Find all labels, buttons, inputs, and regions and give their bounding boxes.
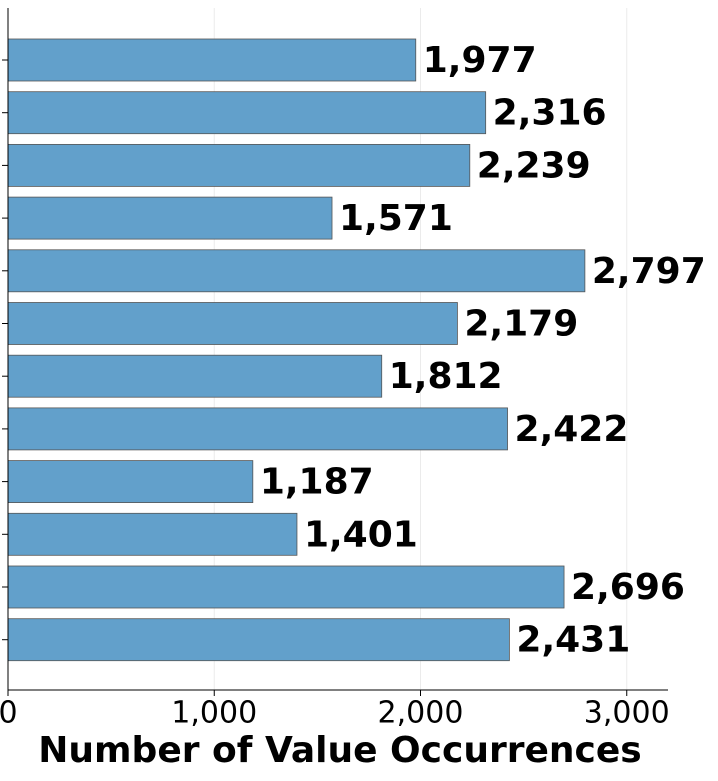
x-axis-label: Number of Value Occurrences bbox=[38, 730, 641, 771]
bar bbox=[7, 460, 254, 504]
value-label: 1,401 bbox=[304, 514, 418, 555]
value-label: 2,316 bbox=[493, 93, 607, 134]
value-label: 2,179 bbox=[464, 304, 578, 345]
x-tick-label: 1,000 bbox=[171, 696, 257, 731]
value-label: 2,797 bbox=[592, 251, 706, 292]
value-label: 2,696 bbox=[571, 567, 685, 608]
bar bbox=[7, 196, 333, 240]
value-label: 1,187 bbox=[260, 462, 374, 503]
value-label: 1,571 bbox=[339, 198, 453, 239]
x-tick-label: 0 bbox=[0, 696, 18, 731]
bar bbox=[7, 91, 487, 135]
bar bbox=[7, 565, 565, 609]
bar bbox=[7, 512, 298, 556]
value-label: 2,422 bbox=[515, 409, 629, 450]
bar bbox=[7, 302, 458, 345]
value-label: 1,977 bbox=[423, 40, 537, 81]
bar bbox=[7, 249, 586, 293]
bar bbox=[7, 618, 510, 662]
value-label: 1,812 bbox=[389, 356, 503, 397]
value-label: 2,431 bbox=[516, 620, 630, 661]
bar bbox=[7, 354, 383, 398]
bar bbox=[7, 38, 417, 82]
value-label: 2,239 bbox=[477, 145, 591, 186]
bar bbox=[7, 143, 471, 187]
bar bbox=[7, 407, 508, 451]
x-tick-label: 3,000 bbox=[584, 696, 670, 731]
x-tick-label: 2,000 bbox=[378, 696, 464, 731]
